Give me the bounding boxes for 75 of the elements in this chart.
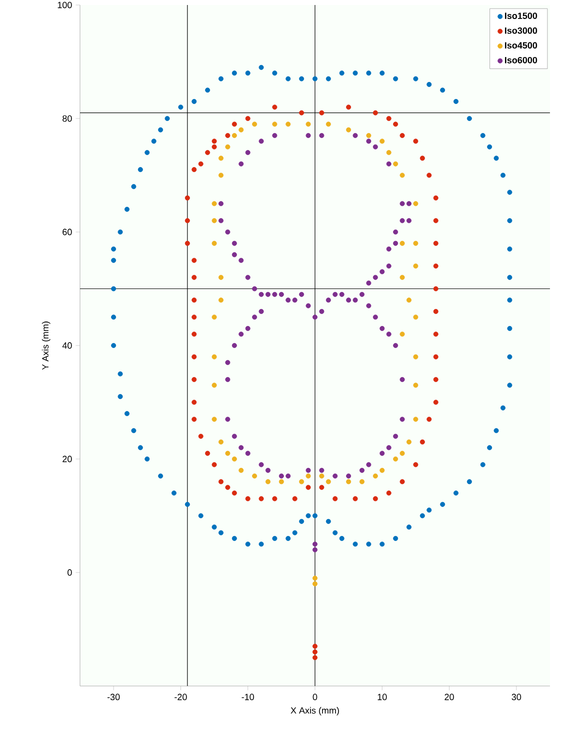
point: [400, 240, 405, 246]
x-tick-label: 0: [312, 694, 318, 700]
x-tick-label: 20: [444, 694, 454, 700]
point: [400, 450, 405, 456]
point: [218, 439, 224, 444]
y-tick-label: 20: [62, 456, 72, 462]
point: [306, 474, 311, 479]
point: [212, 218, 217, 224]
point: [212, 354, 217, 360]
point: [413, 264, 418, 269]
point: [225, 144, 230, 150]
y-tick-label: 60: [62, 228, 72, 236]
legend-label: Iso1500: [505, 12, 538, 19]
x-tick-label: -20: [174, 694, 187, 700]
point: [393, 161, 398, 166]
point: [372, 474, 378, 479]
point: [212, 240, 217, 246]
point: [218, 274, 224, 280]
point: [413, 382, 418, 388]
x-tick-label: 30: [512, 694, 522, 700]
point: [393, 456, 398, 462]
point: [346, 127, 352, 132]
point: [326, 479, 331, 484]
legend-label: Iso6000: [505, 56, 538, 64]
point: [232, 133, 237, 138]
x-tick-label: -10: [242, 694, 254, 700]
point: [212, 382, 217, 388]
point: [238, 468, 244, 473]
point: [400, 274, 405, 280]
point: [265, 479, 270, 484]
point: [413, 416, 418, 422]
point: [225, 450, 230, 456]
point: [366, 133, 372, 138]
point: [346, 479, 352, 484]
y-tick-label: 80: [62, 115, 72, 122]
point: [413, 354, 418, 360]
point: [319, 474, 324, 479]
point: [252, 474, 258, 479]
legend-label: Iso4500: [505, 42, 538, 49]
point: [306, 122, 311, 127]
point: [386, 150, 392, 156]
point: [212, 314, 217, 320]
point: [380, 138, 385, 144]
point: [278, 479, 284, 484]
point: [218, 156, 224, 161]
point: [218, 172, 224, 178]
point: [272, 122, 278, 127]
y-tick-label: 0: [68, 569, 72, 576]
point: [252, 122, 258, 127]
point: [212, 201, 217, 206]
point: [406, 439, 412, 444]
x-axis-title: X Axis (mm): [290, 707, 339, 716]
legend-label: Iso3000: [505, 27, 538, 34]
point: [232, 456, 237, 462]
x-tick-label: 10: [378, 694, 387, 700]
y-tick-label: 40: [62, 342, 72, 349]
point: [212, 416, 217, 422]
point: [326, 122, 331, 127]
point: [312, 576, 318, 581]
point: [400, 332, 405, 337]
point: [400, 172, 405, 178]
point: [406, 298, 412, 303]
point: [413, 201, 418, 206]
point: [359, 479, 364, 484]
point: [413, 240, 418, 246]
point: [218, 298, 224, 303]
x-tick-label: -30: [107, 694, 120, 700]
point: [286, 122, 291, 127]
point: [299, 479, 304, 484]
point: [312, 581, 318, 586]
y-tick-label: 100: [58, 2, 72, 8]
point: [413, 314, 418, 320]
point: [380, 468, 385, 473]
point: [238, 127, 244, 132]
y-axis-title: Y Axis (mm): [42, 322, 50, 370]
